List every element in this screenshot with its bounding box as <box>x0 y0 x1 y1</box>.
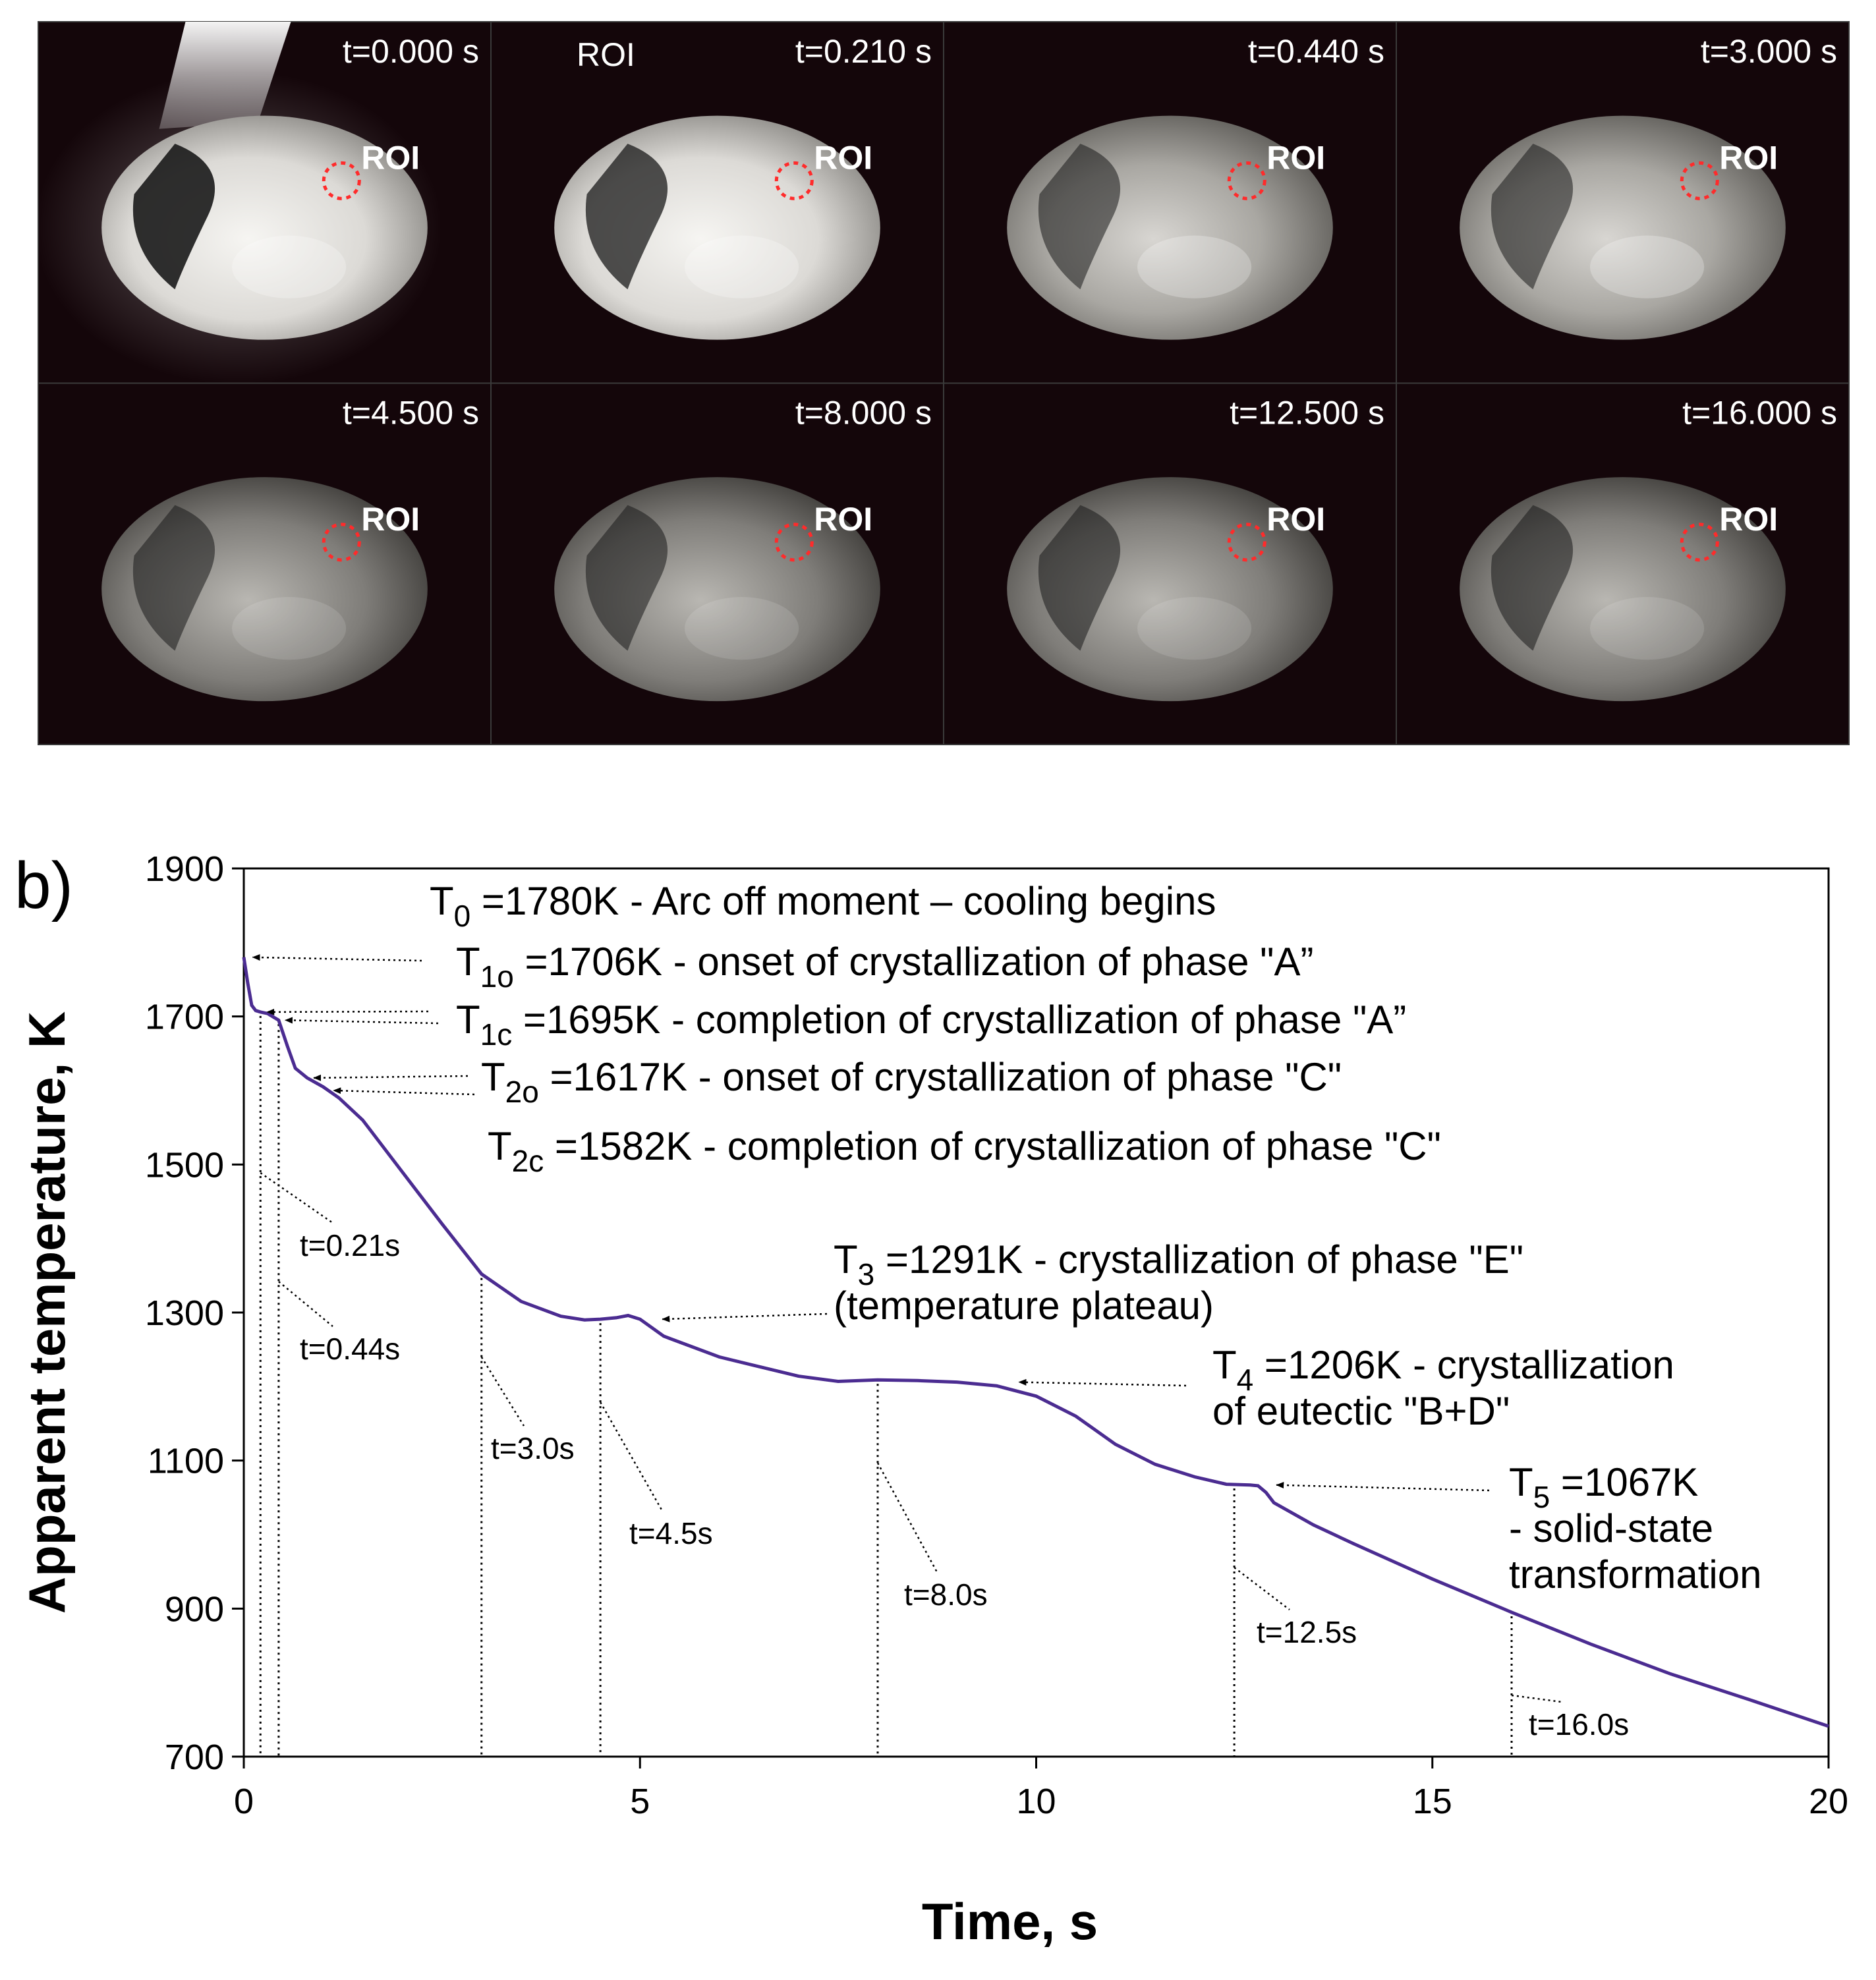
roi-label: ROI <box>1719 139 1778 176</box>
roi-circle <box>1680 161 1719 200</box>
roi-circle <box>774 523 814 562</box>
y-axis: 700 900 1100 1300 1500 1700 1900 <box>145 849 244 1777</box>
annotation-arrow <box>313 1074 469 1081</box>
frame-time-label: t=16.000 s <box>1682 395 1837 432</box>
cooling-curve-chart: 700 900 1100 1300 1500 1700 1900 0 5 10 15 20 t=0.… <box>18 849 1848 1950</box>
time-marker-label: t=16.0s <box>1529 1707 1629 1741</box>
annotation-text: T3 =1291K - crystallization of phase "E" <box>834 1237 1523 1291</box>
annotation-text: T1o =1706K - onset of crystallization of… <box>456 940 1313 994</box>
frame-2: ROI t=0.210 s <box>490 21 944 384</box>
roi-label: ROI <box>361 139 420 176</box>
annotation-text-continued: (temperature plateau) <box>834 1284 1214 1328</box>
x-axis: 0 5 10 15 20 <box>234 1757 1848 1821</box>
time-marker-label: t=8.0s <box>904 1577 988 1612</box>
annotation-arrow <box>266 1008 429 1015</box>
annotation-arrow <box>1018 1378 1187 1387</box>
y-tick-label: 1700 <box>145 998 224 1037</box>
annotation-text: T1c =1695K - completion of crystallizati… <box>456 998 1406 1052</box>
roi-label: ROI <box>361 501 420 538</box>
annotation-arrow <box>333 1087 475 1096</box>
roi-circle <box>1227 523 1266 562</box>
x-tick-label: 10 <box>1016 1782 1056 1821</box>
time-marker-leader <box>278 1281 333 1327</box>
cooling-curve-line <box>242 957 1829 1728</box>
annotation-text: T0 =1780K - Arc off moment – cooling beg… <box>430 879 1216 933</box>
time-marker-leader <box>1234 1566 1290 1610</box>
time-marker-leader <box>260 1172 333 1224</box>
frame-8: ROI t=16.000 s <box>1396 382 1850 745</box>
roi-circle <box>322 161 361 200</box>
y-tick-label: 900 <box>165 1589 224 1629</box>
roi-label: ROI <box>814 139 872 176</box>
annotation-text: T5 =1067K <box>1509 1460 1698 1514</box>
annotation-arrow <box>284 1017 439 1025</box>
frame-time-label: t=0.000 s <box>343 33 479 70</box>
roi-circle <box>1227 161 1266 200</box>
time-marker-label: t=12.5s <box>1257 1615 1357 1649</box>
time-marker-label: t=4.5s <box>629 1516 713 1550</box>
annotation-layer: T0 =1780K - Arc off moment – cooling beg… <box>252 879 1762 1597</box>
x-tick-label: 15 <box>1413 1782 1452 1821</box>
frame-1: ROI t=0.000 s <box>34 21 492 385</box>
roi-label: ROI <box>1719 501 1778 538</box>
y-tick-label: 1300 <box>145 1293 224 1333</box>
time-marker-leader <box>600 1401 664 1512</box>
annotation-text-continued: - solid-state <box>1509 1506 1713 1550</box>
roi-stray-label: ROI <box>577 36 635 73</box>
x-axis-title: Time, s <box>922 1892 1098 1950</box>
frame-time-label: t=8.000 s <box>795 395 932 432</box>
frame-3: ROI t=0.440 s <box>943 21 1397 384</box>
frame-7: ROI t=12.500 s <box>943 382 1397 745</box>
time-marker-leader <box>876 1462 938 1573</box>
frame-time-label: t=0.440 s <box>1248 33 1384 70</box>
frame-time-label: t=3.000 s <box>1701 33 1837 70</box>
frame-time-label: t=12.500 s <box>1230 395 1384 432</box>
time-marker-label: t=0.44s <box>300 1332 400 1366</box>
annotation-text-continued: of eutectic "B+D" <box>1212 1389 1510 1433</box>
time-marker-label: t=0.21s <box>300 1228 400 1262</box>
annotation-text: T2o =1617K - onset of crystallization of… <box>481 1055 1342 1109</box>
roi-circle <box>1680 523 1719 562</box>
x-tick-label: 20 <box>1809 1782 1848 1821</box>
x-tick-label: 0 <box>234 1782 254 1821</box>
frame-time-label: t=4.500 s <box>343 395 479 432</box>
annotation-arrow <box>252 954 422 962</box>
frame-6: ROI t=8.000 s <box>490 382 944 745</box>
annotation-arrow <box>662 1313 828 1322</box>
frame-5: ROI t=4.500 s <box>38 382 492 745</box>
frame-time-label: t=0.210 s <box>795 33 932 70</box>
panel-b-label: b) <box>14 849 73 922</box>
time-marker-leader <box>480 1356 525 1427</box>
time-marker-layer: t=0.21s t=0.44s t=3.0s t=4.5s t=8.0s t=12.5s t… <box>259 1015 1629 1757</box>
y-axis-title: Apparent temperature, K <box>18 1011 76 1614</box>
y-tick-label: 700 <box>165 1738 224 1777</box>
roi-label: ROI <box>814 501 872 538</box>
annotation-text-continued: transformation <box>1509 1552 1762 1597</box>
annotation-text: T4 =1206K - crystallization <box>1212 1343 1674 1397</box>
roi-label: ROI <box>1266 501 1325 538</box>
time-marker-leader <box>1511 1694 1562 1703</box>
annotation-text: T2c =1582K - completion of crystallizati… <box>488 1124 1441 1178</box>
roi-circle <box>774 161 814 200</box>
roi-label: ROI <box>1266 139 1325 176</box>
time-marker-label: t=3.0s <box>491 1431 575 1465</box>
x-tick-label: 5 <box>630 1782 650 1821</box>
annotation-arrow <box>1276 1482 1490 1492</box>
y-tick-label: 1500 <box>145 1145 224 1185</box>
frame-4: ROI t=3.000 s <box>1396 21 1850 384</box>
y-tick-label: 1900 <box>145 849 224 889</box>
roi-circle <box>322 523 361 562</box>
image-sequence: ROI t=0.000 s ROI t=0.210 s ROI t=0.440 s ROI t… <box>34 21 1850 745</box>
y-tick-label: 1100 <box>148 1442 224 1481</box>
